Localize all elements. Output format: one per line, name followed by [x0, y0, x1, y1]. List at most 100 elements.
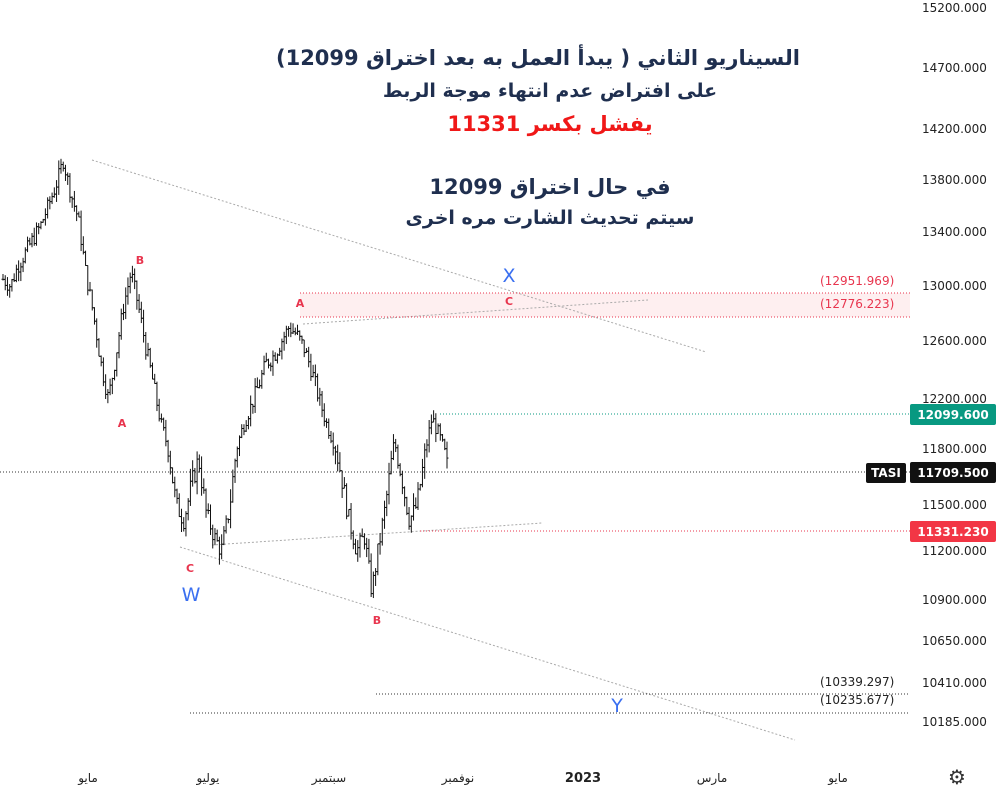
- candle: [432, 410, 436, 423]
- candle: [108, 378, 112, 396]
- candle: [43, 208, 47, 226]
- candle: [378, 532, 382, 555]
- lower-trend-line: [179, 546, 796, 741]
- candle: [21, 257, 25, 273]
- wave-label-w: W: [182, 584, 201, 606]
- candle: [224, 515, 228, 534]
- candle: [369, 553, 373, 597]
- candle: [166, 439, 170, 463]
- candle: [318, 387, 322, 406]
- candle: [188, 468, 192, 506]
- candle: [81, 236, 85, 255]
- candle: [63, 164, 67, 181]
- candle: [374, 568, 378, 586]
- candle: [75, 205, 79, 222]
- candle: [208, 504, 212, 535]
- price-candles: [1, 158, 449, 599]
- settings-gear-icon[interactable]: ⚙: [948, 765, 966, 789]
- candle: [262, 355, 266, 376]
- candle: [30, 232, 34, 248]
- candle: [429, 414, 433, 435]
- price-tick: 11200.000: [922, 544, 987, 558]
- candle: [298, 330, 302, 341]
- candle: [222, 526, 226, 546]
- time-tick: نوفمبر: [441, 771, 474, 786]
- candle: [425, 439, 429, 458]
- candle: [157, 398, 161, 422]
- level-badge-11331-text: 11331.230: [917, 525, 988, 539]
- candle: [391, 434, 395, 461]
- candle: [302, 339, 306, 358]
- trend-lines: [91, 159, 796, 741]
- candle: [235, 446, 239, 468]
- candle: [95, 318, 99, 348]
- candle: [264, 352, 268, 363]
- wave-label-y: Y: [610, 695, 623, 717]
- time-tick: يوليو: [195, 771, 219, 786]
- candle: [347, 508, 351, 517]
- candle: [17, 260, 21, 282]
- candle: [362, 533, 366, 550]
- candle: [57, 160, 61, 195]
- candle: [34, 222, 38, 246]
- candle: [244, 420, 248, 432]
- candle: [133, 268, 137, 290]
- candle: [179, 508, 183, 533]
- candle: [115, 352, 119, 377]
- support-line: [211, 522, 543, 546]
- candle: [26, 236, 30, 253]
- band-top-label: (12951.969): [820, 274, 894, 288]
- candle: [296, 324, 300, 336]
- candle: [403, 486, 407, 507]
- time-tick: مارس: [697, 771, 728, 786]
- candle: [255, 377, 259, 389]
- candle: [86, 265, 90, 296]
- candle: [434, 413, 438, 443]
- candle: [258, 379, 262, 389]
- candle: [311, 364, 315, 378]
- wave-label-c: C: [186, 562, 194, 575]
- price-tick: 10185.000: [922, 715, 987, 729]
- candle: [124, 287, 128, 320]
- target-label-2: (10235.677): [820, 693, 894, 707]
- price-tick: 10650.000: [922, 634, 987, 648]
- candle: [79, 210, 83, 252]
- candle: [217, 536, 221, 565]
- candle: [144, 331, 148, 360]
- target-label-1: (10339.297): [820, 675, 894, 689]
- candle: [121, 303, 125, 321]
- wave-label-b: B: [373, 614, 381, 627]
- symbol-badge: [866, 463, 906, 483]
- annotation-line-4: في حال اختراق 12099: [429, 175, 671, 199]
- candle: [50, 192, 54, 205]
- candle: [173, 476, 177, 498]
- price-axis: 15200.000 14700.000 14200.000 13800.000 1340…: [922, 1, 987, 729]
- annotation-line-2: على افتراض عدم انتهاء موجة الربط: [382, 80, 718, 102]
- level-badge-12099-text: 12099.600: [917, 408, 988, 422]
- candle: [231, 469, 235, 503]
- candle: [287, 326, 291, 337]
- last-price-badge: [910, 462, 996, 483]
- candle: [354, 538, 358, 555]
- candle: [106, 389, 110, 404]
- price-tick: 15200.000: [922, 1, 987, 15]
- candle: [267, 358, 271, 369]
- annotation-line-3: يفشل بكسر 11331: [447, 112, 653, 136]
- candle: [242, 424, 246, 436]
- candle: [316, 373, 320, 402]
- candle: [37, 223, 41, 235]
- candle: [325, 418, 329, 428]
- candle: [206, 503, 210, 515]
- candle: [304, 348, 308, 354]
- candle: [394, 438, 398, 453]
- candle: [229, 489, 233, 529]
- upper-trend-line: [91, 159, 707, 353]
- candle: [360, 528, 364, 538]
- resistance-band: [300, 293, 910, 317]
- time-tick: مايو: [827, 771, 848, 786]
- candle: [271, 350, 275, 376]
- candle: [193, 467, 197, 484]
- candle: [5, 277, 9, 296]
- annotation-line-5: سيتم تحديث الشارت مره اخرى: [405, 207, 695, 229]
